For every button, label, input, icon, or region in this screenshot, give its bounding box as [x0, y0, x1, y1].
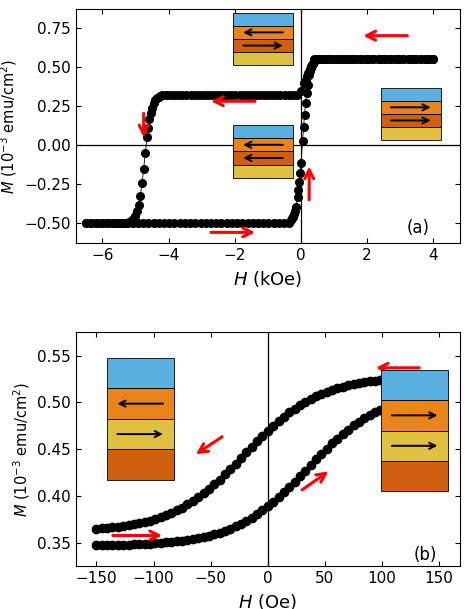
Bar — [381, 88, 440, 100]
X-axis label: $\mathit{H}$ (kOe): $\mathit{H}$ (kOe) — [233, 269, 302, 289]
Bar — [107, 358, 174, 389]
Y-axis label: $\mathit{M}$ (10$^{-3}$ emu/cm$^2$): $\mathit{M}$ (10$^{-3}$ emu/cm$^2$) — [11, 382, 32, 517]
Bar — [107, 449, 174, 480]
Bar — [107, 389, 174, 419]
Bar — [107, 419, 174, 449]
Text: (b): (b) — [413, 546, 437, 563]
Bar — [381, 461, 448, 491]
Bar — [233, 138, 293, 152]
Bar — [381, 127, 440, 140]
Bar — [233, 39, 293, 52]
Bar — [381, 114, 440, 127]
Bar — [233, 26, 293, 39]
Bar — [233, 152, 293, 164]
X-axis label: $\mathit{H}$ (Oe): $\mathit{H}$ (Oe) — [238, 592, 297, 609]
Y-axis label: $\mathit{M}$ (10$^{-3}$ emu/cm$^2$): $\mathit{M}$ (10$^{-3}$ emu/cm$^2$) — [0, 58, 19, 194]
Bar — [233, 13, 293, 26]
Bar — [233, 164, 293, 178]
Bar — [381, 400, 448, 431]
Bar — [381, 100, 440, 114]
Bar — [381, 370, 448, 400]
Bar — [381, 431, 448, 461]
Bar — [233, 52, 293, 65]
Bar — [233, 125, 293, 138]
Text: (a): (a) — [407, 219, 430, 237]
